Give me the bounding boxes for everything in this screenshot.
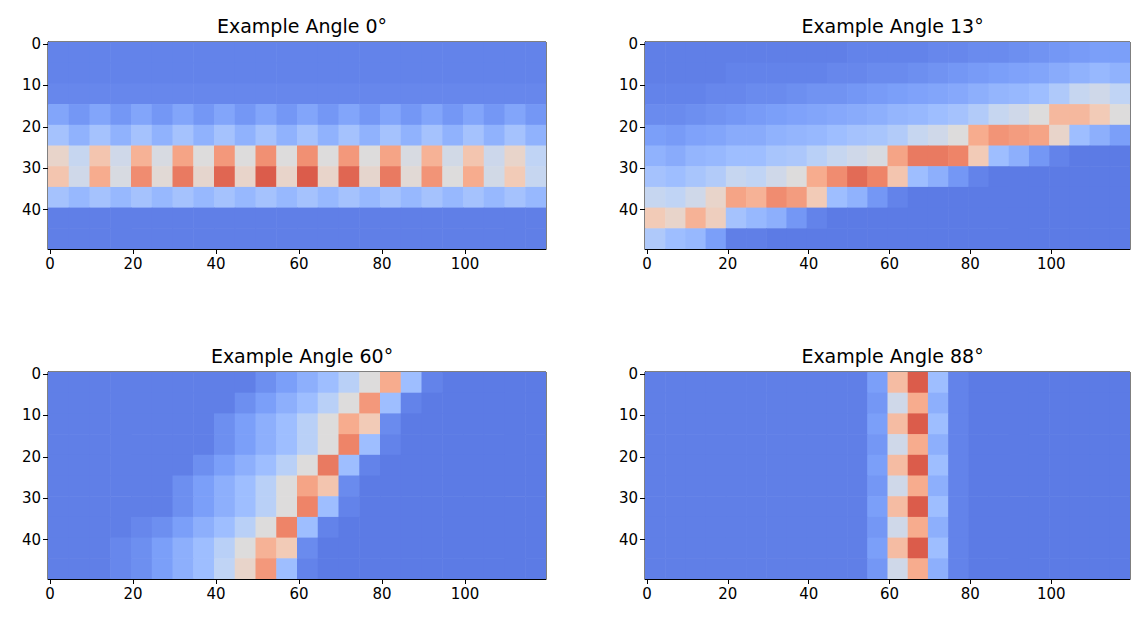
svg-text:100: 100 bbox=[1037, 585, 1066, 603]
svg-text:40: 40 bbox=[799, 255, 818, 273]
svg-text:100: 100 bbox=[451, 255, 480, 273]
svg-text:10: 10 bbox=[619, 406, 638, 424]
svg-text:0: 0 bbox=[31, 35, 41, 53]
svg-text:Example Angle 88°: Example Angle 88° bbox=[801, 345, 983, 367]
svg-text:Example Angle 13°: Example Angle 13° bbox=[801, 15, 983, 37]
svg-text:0: 0 bbox=[31, 365, 41, 383]
svg-text:60: 60 bbox=[880, 585, 899, 603]
svg-text:20: 20 bbox=[718, 585, 737, 603]
svg-text:20: 20 bbox=[718, 255, 737, 273]
svg-text:20: 20 bbox=[124, 255, 143, 273]
svg-text:0: 0 bbox=[45, 255, 55, 273]
svg-text:20: 20 bbox=[22, 448, 41, 466]
svg-text:10: 10 bbox=[619, 76, 638, 94]
svg-text:30: 30 bbox=[619, 159, 638, 177]
svg-text:60: 60 bbox=[880, 255, 899, 273]
svg-text:20: 20 bbox=[124, 585, 143, 603]
svg-text:40: 40 bbox=[22, 531, 41, 549]
svg-text:0: 0 bbox=[642, 255, 652, 273]
svg-text:80: 80 bbox=[373, 585, 392, 603]
svg-text:80: 80 bbox=[961, 585, 980, 603]
svg-text:80: 80 bbox=[961, 255, 980, 273]
svg-text:40: 40 bbox=[619, 531, 638, 549]
svg-text:0: 0 bbox=[628, 35, 638, 53]
svg-text:10: 10 bbox=[22, 406, 41, 424]
svg-text:40: 40 bbox=[207, 585, 226, 603]
svg-text:0: 0 bbox=[45, 585, 55, 603]
svg-text:Example Angle 0°: Example Angle 0° bbox=[217, 15, 387, 37]
svg-text:40: 40 bbox=[799, 585, 818, 603]
svg-text:40: 40 bbox=[619, 201, 638, 219]
svg-text:100: 100 bbox=[1037, 255, 1066, 273]
svg-text:40: 40 bbox=[22, 201, 41, 219]
svg-text:20: 20 bbox=[619, 118, 638, 136]
svg-text:30: 30 bbox=[22, 159, 41, 177]
svg-text:0: 0 bbox=[628, 365, 638, 383]
svg-text:Example Angle 60°: Example Angle 60° bbox=[211, 345, 393, 367]
svg-text:30: 30 bbox=[22, 489, 41, 507]
svg-text:100: 100 bbox=[451, 585, 480, 603]
svg-text:60: 60 bbox=[290, 255, 309, 273]
svg-text:40: 40 bbox=[207, 255, 226, 273]
svg-text:60: 60 bbox=[290, 585, 309, 603]
svg-text:20: 20 bbox=[619, 448, 638, 466]
svg-text:30: 30 bbox=[619, 489, 638, 507]
svg-text:20: 20 bbox=[22, 118, 41, 136]
svg-text:10: 10 bbox=[22, 76, 41, 94]
svg-text:80: 80 bbox=[373, 255, 392, 273]
svg-text:0: 0 bbox=[642, 585, 652, 603]
